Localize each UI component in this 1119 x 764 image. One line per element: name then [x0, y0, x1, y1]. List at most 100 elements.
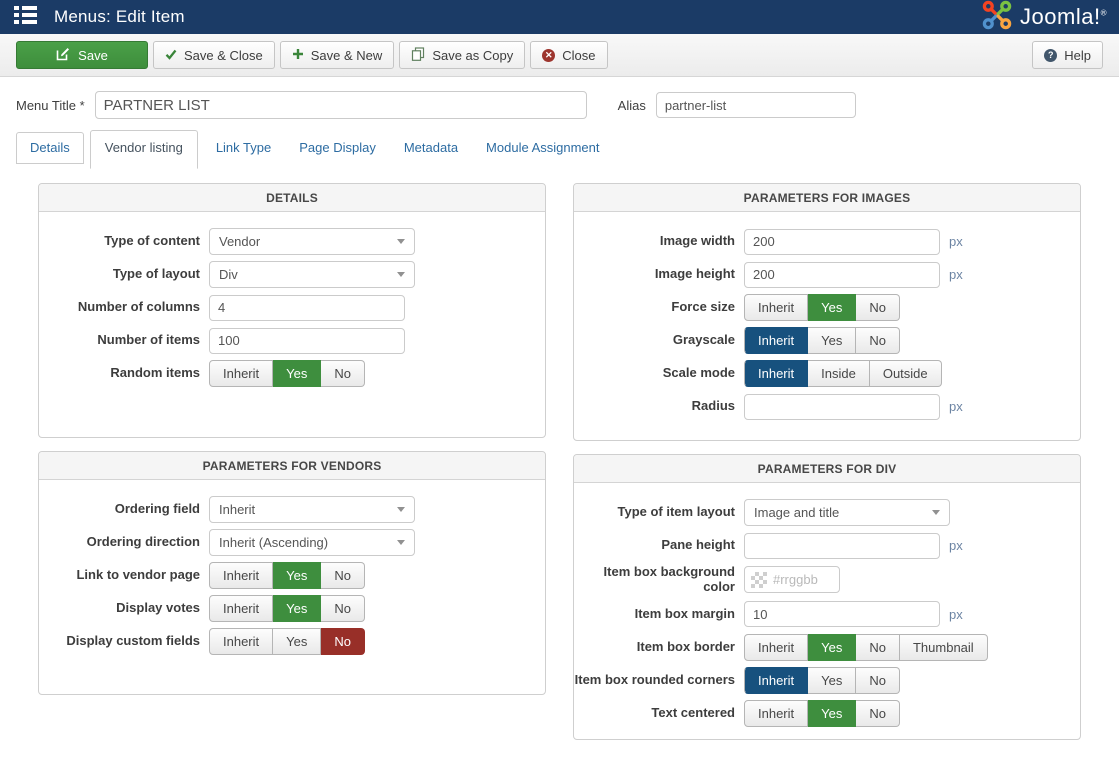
save-button[interactable]: Save	[16, 41, 148, 69]
image-width-label: Image width	[659, 233, 735, 249]
text-centered-inherit-button[interactable]: Inherit	[744, 699, 809, 727]
plus-icon	[292, 48, 304, 63]
item-box-border-thumbnail-button[interactable]: Thumbnail	[899, 633, 988, 661]
random-items-inherit-button[interactable]: Inherit	[209, 360, 274, 387]
image-height-input[interactable]	[744, 261, 940, 288]
pane-height-label: Pane height	[661, 537, 735, 553]
panel-images: PARAMETERS FOR IMAGES Image width px Ima…	[573, 183, 1081, 441]
save-and-close-button[interactable]: Save & Close	[153, 41, 275, 69]
force-size-inherit-button[interactable]: Inherit	[744, 294, 809, 321]
alias-label: Alias	[617, 97, 646, 113]
chevron-down-icon	[932, 510, 940, 515]
tab-metadata[interactable]: Metadata	[403, 140, 459, 155]
panel-vendors-title: PARAMETERS FOR VENDORS	[39, 452, 545, 480]
item-box-border-inherit-button[interactable]: Inherit	[744, 633, 809, 661]
registered-mark: ®	[1100, 8, 1107, 18]
item-box-border-no-button[interactable]: No	[856, 633, 900, 661]
display-custom-fields-label: Display custom fields	[66, 633, 200, 649]
panel-vendors: PARAMETERS FOR VENDORS Ordering field In…	[38, 451, 546, 695]
scale-mode-label: Scale mode	[662, 365, 735, 381]
save-and-new-button[interactable]: Save & New	[279, 41, 395, 69]
display-votes-inherit-button[interactable]: Inherit	[209, 595, 274, 622]
type-of-content-select[interactable]: Vendor	[209, 228, 415, 255]
tab-content: DETAILS Type of content Vendor Type of l…	[0, 169, 1119, 740]
item-box-margin-input[interactable]	[744, 601, 940, 628]
radius-input[interactable]	[744, 393, 940, 420]
item-box-rounded-corners-no-button[interactable]: No	[856, 666, 900, 694]
item-box-border-yes-button[interactable]: Yes	[808, 633, 857, 661]
force-size-no-button[interactable]: No	[856, 294, 900, 321]
ordering-direction-label: Ordering direction	[86, 534, 200, 550]
display-votes-group: Inherit Yes No	[209, 595, 365, 622]
tab-module-assignment[interactable]: Module Assignment	[486, 140, 600, 155]
color-placeholder: #rrggbb	[773, 572, 818, 588]
radius-label: Radius	[691, 398, 735, 414]
tab-link-type[interactable]: Link Type	[215, 140, 272, 155]
grayscale-label: Grayscale	[672, 332, 735, 348]
number-of-items-input[interactable]	[209, 327, 405, 354]
chevron-down-icon	[397, 507, 405, 512]
random-items-group: Inherit Yes No	[209, 360, 365, 387]
app-header: Menus: Edit Item Joomla!®	[0, 0, 1119, 34]
grayscale-inherit-button[interactable]: Inherit	[744, 327, 809, 354]
chevron-down-icon	[397, 540, 405, 545]
force-size-group: Inherit Yes No	[744, 294, 900, 321]
display-custom-fields-inherit-button[interactable]: Inherit	[209, 628, 274, 655]
item-box-background-color-input[interactable]: #rrggbb	[744, 566, 840, 594]
close-icon: ✕	[542, 48, 556, 62]
title-alias-row: Menu Title * Alias	[0, 77, 1119, 119]
item-box-rounded-corners-yes-button[interactable]: Yes	[808, 666, 857, 694]
text-centered-no-button[interactable]: No	[856, 699, 900, 727]
random-items-label: Random items	[110, 365, 200, 381]
save-as-copy-button[interactable]: Save as Copy	[399, 41, 526, 69]
chevron-down-icon	[397, 272, 405, 277]
panel-div: PARAMETERS FOR DIV Type of item layout I…	[573, 454, 1081, 740]
type-of-item-layout-select[interactable]: Image and title	[744, 499, 950, 526]
display-votes-label: Display votes	[116, 600, 200, 616]
pane-height-unit: px	[949, 538, 963, 553]
ordering-field-select[interactable]: Inherit	[209, 496, 415, 523]
grayscale-yes-button[interactable]: Yes	[808, 327, 857, 354]
scale-mode-inherit-button[interactable]: Inherit	[744, 360, 809, 387]
help-button[interactable]: ? Help	[1032, 41, 1103, 69]
item-box-rounded-corners-inherit-button[interactable]: Inherit	[744, 666, 809, 694]
display-votes-no-button[interactable]: No	[321, 595, 365, 622]
grayscale-no-button[interactable]: No	[856, 327, 900, 354]
scale-mode-outside-button[interactable]: Outside	[869, 360, 942, 387]
link-to-vendor-page-no-button[interactable]: No	[321, 562, 365, 589]
link-to-vendor-page-inherit-button[interactable]: Inherit	[209, 562, 274, 589]
left-column: DETAILS Type of content Vendor Type of l…	[38, 183, 546, 740]
random-items-yes-button[interactable]: Yes	[273, 360, 322, 387]
close-button[interactable]: ✕ Close	[530, 41, 608, 69]
menu-list-icon[interactable]	[14, 6, 37, 29]
item-box-rounded-corners-label: Item box rounded corners	[574, 671, 735, 687]
display-custom-fields-no-button[interactable]: No	[321, 628, 365, 655]
tab-page-display[interactable]: Page Display	[299, 140, 376, 155]
pane-height-input[interactable]	[744, 532, 940, 559]
scale-mode-group: Inherit Inside Outside	[744, 360, 942, 387]
ordering-direction-select[interactable]: Inherit (Ascending)	[209, 529, 415, 556]
type-of-layout-select[interactable]: Div	[209, 261, 415, 288]
panel-details-title: DETAILS	[39, 184, 545, 212]
number-of-columns-input[interactable]	[209, 294, 405, 321]
random-items-no-button[interactable]: No	[321, 360, 365, 387]
text-centered-yes-button[interactable]: Yes	[808, 699, 857, 727]
link-to-vendor-page-yes-button[interactable]: Yes	[273, 562, 322, 589]
image-height-unit: px	[949, 267, 963, 282]
panel-images-title: PARAMETERS FOR IMAGES	[574, 184, 1080, 212]
alias-input[interactable]	[655, 92, 856, 118]
menu-title-input[interactable]	[94, 91, 587, 119]
copy-icon	[411, 46, 425, 64]
display-custom-fields-yes-button[interactable]: Yes	[273, 628, 322, 655]
tab-details[interactable]: Details	[16, 132, 84, 164]
tab-vendor-listing[interactable]: Vendor listing	[89, 130, 198, 169]
scale-mode-inside-button[interactable]: Inside	[808, 360, 870, 387]
check-icon	[165, 48, 177, 63]
item-box-border-group: Inherit Yes No Thumbnail	[744, 633, 988, 661]
image-width-input[interactable]	[744, 228, 940, 255]
radius-unit: px	[949, 399, 963, 414]
force-size-yes-button[interactable]: Yes	[808, 294, 857, 321]
text-centered-group: Inherit Yes No	[744, 699, 900, 727]
force-size-label: Force size	[671, 299, 735, 315]
display-votes-yes-button[interactable]: Yes	[273, 595, 322, 622]
